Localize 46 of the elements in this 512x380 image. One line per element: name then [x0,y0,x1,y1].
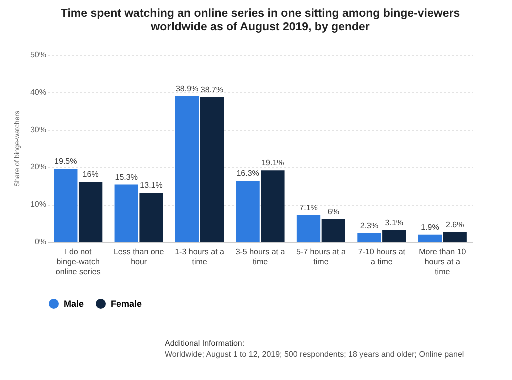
x-tick-label: More than 10 hours at a time [419,248,467,276]
x-tick-label: I do not binge-watch online series [56,248,101,276]
x-tick-label: 5-7 hours at a time [296,248,346,266]
y-tick-label: 40% [30,88,46,97]
bar [236,181,260,242]
x-tick-label: 3-5 hours at a time [236,248,286,266]
x-tick-label: Less than one hour [114,248,165,266]
bar [200,97,224,242]
data-label: 15.3% [115,172,138,182]
legend-label: Male [64,299,84,309]
data-label: 19.5% [54,157,78,166]
y-tick-label: 10% [30,200,46,210]
data-label: 19.1% [262,158,284,168]
data-label: 1.9% [421,222,440,232]
text: Worldwide; August 1 to 12, 2019; 500 respondents; 18 years and older; Online panel [165,349,464,360]
bar [261,170,285,242]
y-tick-label: 30% [30,125,46,134]
data-label: 3.1% [385,218,404,228]
y-tick-label: 20% [30,162,46,172]
y-tick-label: 0% [34,238,46,246]
bar [114,184,138,242]
bar [78,182,103,242]
bar [322,220,346,242]
chart-title: Time spent watching an online series in one sitting among binge-viewers worldwide as of August 2019, by gender [60,8,460,34]
bar [54,169,78,242]
data-label: 38.7% [200,85,224,94]
data-label: 16.3% [236,169,260,178]
text: Additional Information: [165,338,246,349]
data-label: 13.1% [140,181,163,190]
data-label: 2.3% [360,221,379,230]
bar [140,193,164,242]
bar [176,96,200,242]
bar [443,232,467,242]
data-label: 6% [328,208,340,217]
x-tick-label: 1-3 hours at a time [175,248,226,266]
data-label: 7.1% [300,203,318,212]
bar [358,233,382,242]
bar [296,215,321,242]
y-tick-label: 50% [30,50,46,60]
data-label: 38.9% [176,84,199,94]
legend-label: Female [111,299,142,309]
bar [418,234,442,242]
data-label: 16% [82,170,99,180]
bar [382,230,406,242]
data-label: 2.6% [446,220,464,230]
x-tick-label: 7-10 hours at a time [358,248,406,266]
